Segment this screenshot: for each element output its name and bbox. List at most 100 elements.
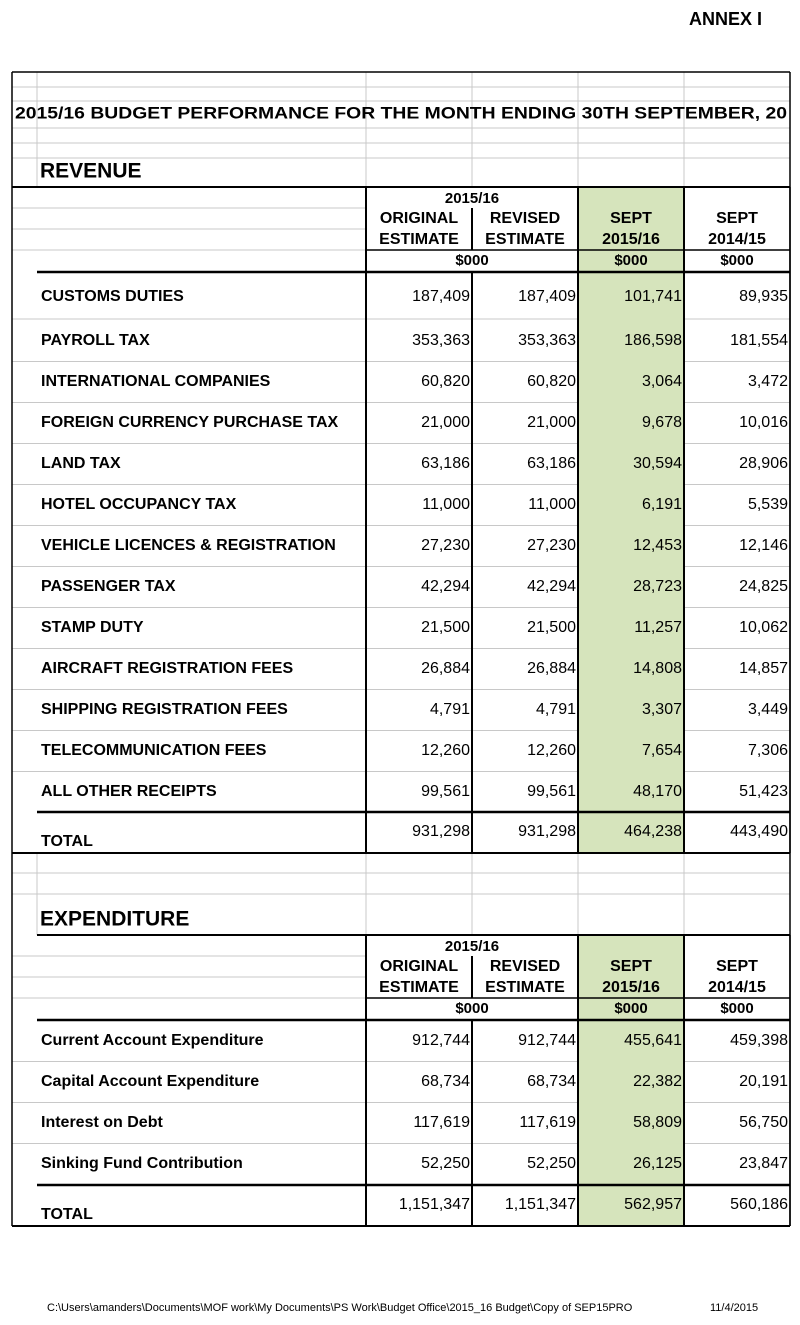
cell-value: 459,398 (730, 1032, 788, 1049)
column-header: SEPT (716, 958, 758, 975)
highlight-column (578, 935, 684, 1226)
cell-value: 12,146 (739, 537, 788, 554)
cell-value: 26,125 (633, 1155, 682, 1172)
cell-value: 28,723 (633, 578, 682, 595)
cell-value: 27,230 (421, 537, 470, 554)
cell-value: 20,191 (739, 1073, 788, 1090)
cell-value: 22,382 (633, 1073, 682, 1090)
cell-value: 3,064 (642, 373, 682, 390)
total-label: TOTAL (41, 833, 93, 850)
row-label: STAMP DUTY (41, 619, 144, 636)
total-value: 464,238 (624, 823, 682, 840)
cell-value: 21,000 (527, 414, 576, 431)
cell-value: 7,306 (748, 742, 788, 759)
cell-value: 3,307 (642, 701, 682, 718)
header-period: 2015/16 (445, 190, 499, 207)
cell-value: 68,734 (421, 1073, 470, 1090)
row-label: Current Account Expenditure (41, 1032, 264, 1049)
column-header: 2015/16 (602, 979, 660, 996)
unit-label: $000 (720, 252, 753, 269)
cell-value: 63,186 (527, 455, 576, 472)
column-header: SEPT (610, 958, 652, 975)
row-label: VEHICLE LICENCES & REGISTRATION (41, 537, 336, 554)
cell-value: 26,884 (421, 660, 470, 677)
section-heading: REVENUE (40, 160, 142, 183)
column-header: REVISED (490, 958, 560, 975)
column-header: ESTIMATE (379, 231, 459, 248)
cell-value: 89,935 (739, 288, 788, 305)
cell-value: 23,847 (739, 1155, 788, 1172)
cell-value: 42,294 (421, 578, 470, 595)
row-label: PAYROLL TAX (41, 332, 150, 349)
cell-value: 26,884 (527, 660, 576, 677)
column-header: ORIGINAL (380, 210, 458, 227)
cell-value: 63,186 (421, 455, 470, 472)
column-header: SEPT (610, 210, 652, 227)
row-label: FOREIGN CURRENCY PURCHASE TAX (41, 414, 339, 431)
cell-value: 14,857 (739, 660, 788, 677)
row-label: INTERNATIONAL COMPANIES (41, 373, 271, 390)
column-header: SEPT (716, 210, 758, 227)
cell-value: 11,000 (528, 496, 576, 513)
cell-value: 353,363 (518, 332, 576, 349)
annex-label: ANNEX I (689, 9, 762, 29)
cell-value: 51,423 (739, 783, 788, 800)
column-header: 2014/15 (708, 231, 766, 248)
cell-value: 101,741 (624, 288, 682, 305)
footer-date: 11/4/2015 (710, 1302, 758, 1314)
total-label: TOTAL (41, 1206, 93, 1223)
row-label: PASSENGER TAX (41, 578, 176, 595)
cell-value: 21,500 (527, 619, 576, 636)
cell-value: 117,619 (413, 1114, 470, 1131)
cell-value: 68,734 (527, 1073, 576, 1090)
total-value: 562,957 (624, 1196, 682, 1213)
cell-value: 12,260 (421, 742, 470, 759)
column-header: 2015/16 (602, 231, 660, 248)
cell-value: 10,062 (739, 619, 788, 636)
cell-value: 11,000 (422, 496, 470, 513)
cell-value: 60,820 (527, 373, 576, 390)
cell-value: 10,016 (739, 414, 788, 431)
cell-value: 99,561 (527, 783, 576, 800)
cell-value: 455,641 (624, 1032, 682, 1049)
cell-value: 24,825 (739, 578, 788, 595)
cell-value: 21,000 (421, 414, 470, 431)
column-header: ESTIMATE (485, 979, 565, 996)
column-header: REVISED (490, 210, 560, 227)
row-label: HOTEL OCCUPANCY TAX (41, 496, 237, 513)
row-label: TELECOMMUNICATION FEES (41, 742, 267, 759)
cell-value: 5,539 (748, 496, 788, 513)
row-label: SHIPPING REGISTRATION FEES (41, 701, 288, 718)
unit-label: $000 (614, 1000, 647, 1017)
unit-label: $000 (455, 252, 488, 269)
cell-value: 12,453 (633, 537, 682, 554)
cell-value: 912,744 (412, 1032, 470, 1049)
row-label: AIRCRAFT REGISTRATION FEES (41, 660, 293, 677)
total-value: 1,151,347 (505, 1196, 576, 1213)
total-value: 931,298 (412, 823, 470, 840)
total-value: 1,151,347 (399, 1196, 470, 1213)
cell-value: 21,500 (421, 619, 470, 636)
cell-value: 912,744 (518, 1032, 576, 1049)
cell-value: 9,678 (642, 414, 682, 431)
cell-value: 187,409 (412, 288, 470, 305)
cell-value: 186,598 (624, 332, 682, 349)
column-header: ORIGINAL (380, 958, 458, 975)
cell-value: 28,906 (739, 455, 788, 472)
footer-path: C:\Users\amanders\Documents\MOF work\My … (47, 1302, 633, 1314)
cell-value: 181,554 (730, 332, 788, 349)
column-header: 2014/15 (708, 979, 766, 996)
section-heading: EXPENDITURE (40, 908, 189, 931)
cell-value: 4,791 (536, 701, 576, 718)
cell-value: 4,791 (430, 701, 470, 718)
row-label: CUSTOMS DUTIES (41, 288, 184, 305)
cell-value: 30,594 (633, 455, 682, 472)
cell-value: 187,409 (518, 288, 576, 305)
unit-label: $000 (720, 1000, 753, 1017)
report-title: 2015/16 BUDGET PERFORMANCE FOR THE MONTH… (15, 103, 787, 122)
cell-value: 7,654 (642, 742, 682, 759)
header-period: 2015/16 (445, 938, 499, 955)
cell-value: 3,472 (748, 373, 788, 390)
